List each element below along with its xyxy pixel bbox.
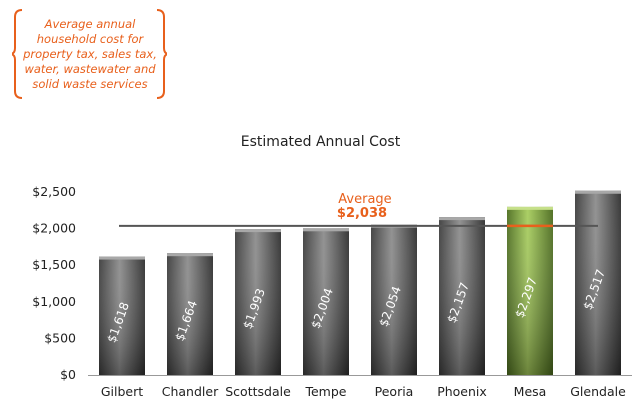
bar-top-highlight [507,206,553,210]
category-label: Chandler [162,384,219,399]
bar-top-highlight [303,228,349,232]
bars [99,190,621,375]
x-axis: Gilbert Chandler Scottsdale Tempe Peoria Phoe… [88,375,632,399]
category-label: Peoria [375,384,414,399]
bar-top-highlight [99,256,145,260]
callout-box: Average annual household cost for proper… [9,8,170,100]
bar-top-highlight [439,217,485,221]
category-label: Phoenix [437,384,487,399]
bar-shade [575,190,621,375]
callout-line: Average annual [44,17,136,31]
bar-shade [439,217,485,375]
bar-shade [303,228,349,375]
y-tick-label: $1,500 [32,257,76,272]
y-axis: $0 $500 $1,000 $1,500 $2,000 $2,500 [32,184,76,382]
category-label: Mesa [514,384,547,399]
y-tick-label: $2,500 [32,184,76,199]
chart-title: Estimated Annual Cost [240,134,401,150]
average-value-label: $2,038 [337,206,387,221]
bar-shade [167,253,213,375]
y-tick-label: $500 [44,330,76,345]
category-label: Scottsdale [225,384,291,399]
y-tick-label: $1,000 [32,294,76,309]
average-label: Average [338,192,391,207]
bar-shade [507,206,553,375]
bar-shade [235,229,281,375]
callout-line: property tax, sales tax, [23,47,157,61]
y-tick-label: $2,000 [32,221,76,236]
bar-shade [99,256,145,375]
callout-line: solid waste services [32,77,148,91]
callout-line: household cost for [36,32,144,46]
y-tick-label: $0 [60,367,76,382]
callout-text: Average annual household cost for proper… [20,17,160,92]
bar-top-highlight [575,190,621,194]
bar-shade [371,224,417,375]
bar-top-highlight [235,229,281,233]
category-label: Glendale [570,384,626,399]
average-annotation: Average$2,038 [119,192,598,228]
category-label: Tempe [304,384,346,399]
callout-line: water, wastewater and [24,62,156,76]
bar-top-highlight [167,253,213,257]
category-label: Gilbert [101,384,143,399]
